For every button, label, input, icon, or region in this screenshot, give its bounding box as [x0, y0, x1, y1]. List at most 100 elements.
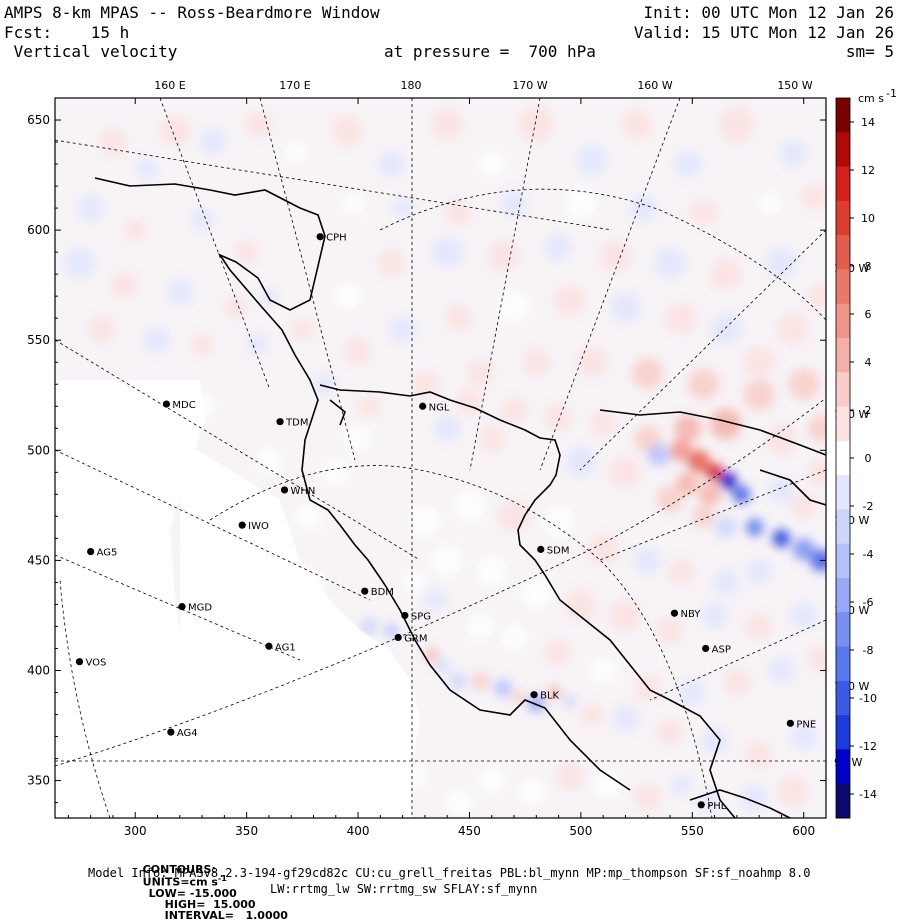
velocity-cell [745, 740, 773, 768]
longitude-label: 180 [401, 79, 422, 92]
forecast-hour: Fcst: 15 h [4, 23, 130, 42]
velocity-cell [478, 150, 506, 178]
velocity-cell [333, 282, 361, 310]
smoothing-level: sm= 5 [845, 42, 894, 61]
y-tick-label: 600 [27, 223, 50, 237]
velocity-cell [224, 296, 247, 319]
velocity-cell [384, 624, 399, 638]
velocity-cell [322, 458, 350, 486]
velocity-cell [765, 247, 798, 279]
velocity-cell [743, 346, 775, 378]
velocity-cell [712, 569, 740, 596]
station-label: WHN [291, 486, 316, 497]
velocity-cell [498, 291, 530, 323]
velocity-cell [431, 108, 463, 141]
station-label: BDM [371, 587, 394, 598]
contours-label: CONTOURS: [142, 863, 216, 876]
velocity-cell [436, 659, 450, 673]
velocity-cell [389, 315, 416, 343]
velocity-cell [402, 571, 425, 594]
station-label: MDC [172, 400, 195, 411]
velocity-cell [260, 287, 278, 306]
velocity-cell [235, 240, 258, 264]
y-tick-label: 550 [27, 333, 50, 347]
velocity-cell [522, 348, 550, 376]
velocity-cell [344, 425, 372, 453]
station-label: NGL [429, 402, 450, 413]
station-marker [280, 486, 289, 494]
velocity-cell [467, 359, 494, 387]
velocity-cell [674, 414, 702, 442]
velocity-cell [378, 249, 405, 277]
station-marker [316, 233, 324, 241]
velocity-cell [487, 240, 519, 273]
colorbar-segment [836, 200, 850, 236]
velocity-cell [710, 408, 742, 440]
station-label: MGD [188, 603, 212, 614]
velocity-cell [565, 188, 597, 220]
velocity-cell [701, 602, 728, 629]
velocity-cell [467, 613, 494, 640]
colorbar-segment [836, 372, 850, 408]
velocity-cell [772, 529, 791, 548]
station-label: AG1 [275, 642, 296, 653]
velocity-cell [634, 784, 662, 812]
station-marker [702, 644, 710, 653]
velocity-cell [500, 624, 528, 651]
velocity-cell [776, 313, 809, 345]
station-label: AG5 [97, 548, 118, 559]
velocity-cell [409, 505, 441, 537]
colorbar-segment [836, 132, 850, 168]
longitude-label: 150 W [777, 79, 812, 92]
low-value: LOW= -15.000 [148, 886, 237, 900]
station-label: AG4 [177, 728, 198, 739]
velocity-cell [743, 379, 775, 411]
velocity-cell [99, 128, 127, 156]
colorbar-label: -12 [859, 740, 877, 753]
colorbar-segment [836, 475, 850, 510]
colorbar-label: -4 [863, 548, 874, 561]
velocity-cell [554, 284, 586, 317]
station-label: PHL [707, 801, 727, 812]
colorbar-label: 12 [861, 164, 875, 177]
velocity-cell [598, 240, 630, 273]
velocity-cell [545, 639, 572, 667]
velocity-cell [723, 668, 751, 695]
velocity-cell [589, 410, 617, 438]
vertical-velocity-field [63, 106, 826, 816]
velocity-cell [431, 544, 463, 576]
y-tick-label: 650 [27, 113, 50, 127]
velocity-cell [705, 463, 724, 482]
velocity-cell [456, 388, 483, 416]
colorbar-segment [836, 715, 850, 750]
velocity-cell [701, 727, 728, 755]
velocity-cell [670, 439, 693, 462]
velocity-cell [656, 617, 684, 645]
y-axis: 650 600 550 500 450 400 350 [27, 97, 826, 804]
velocity-cell [500, 190, 528, 218]
map-canvas: CPH MDC TDM NGL WHN IWO AG5 SDM BDM MGD NBY SPG GRM A… [27, 79, 897, 838]
velocity-cell [565, 588, 597, 621]
velocity-cell [609, 599, 642, 632]
station-marker [178, 603, 186, 611]
x-tick-label: 350 [235, 824, 258, 838]
velocity-cell [808, 646, 826, 673]
velocity-cell [719, 472, 737, 491]
velocity-cell [710, 258, 742, 290]
velocity-cell [687, 368, 720, 400]
velocity-cell [609, 456, 642, 488]
velocity-cell [424, 648, 439, 662]
velocity-cell [63, 247, 96, 279]
velocity-cell [88, 315, 116, 343]
station-label: ASP [712, 644, 731, 655]
station-marker [276, 418, 284, 426]
velocity-cell [433, 414, 461, 442]
velocity-cell [745, 613, 773, 640]
velocity-cell [545, 403, 572, 431]
velocity-cell [732, 485, 751, 504]
velocity-cell [656, 485, 684, 513]
velocity-cell [190, 207, 214, 231]
ice-sheet-land [55, 380, 210, 818]
velocity-cell [331, 115, 363, 147]
longitude-label: 170 W [512, 79, 547, 92]
